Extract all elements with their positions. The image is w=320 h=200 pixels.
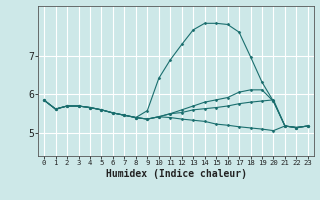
X-axis label: Humidex (Indice chaleur): Humidex (Indice chaleur) xyxy=(106,169,246,179)
